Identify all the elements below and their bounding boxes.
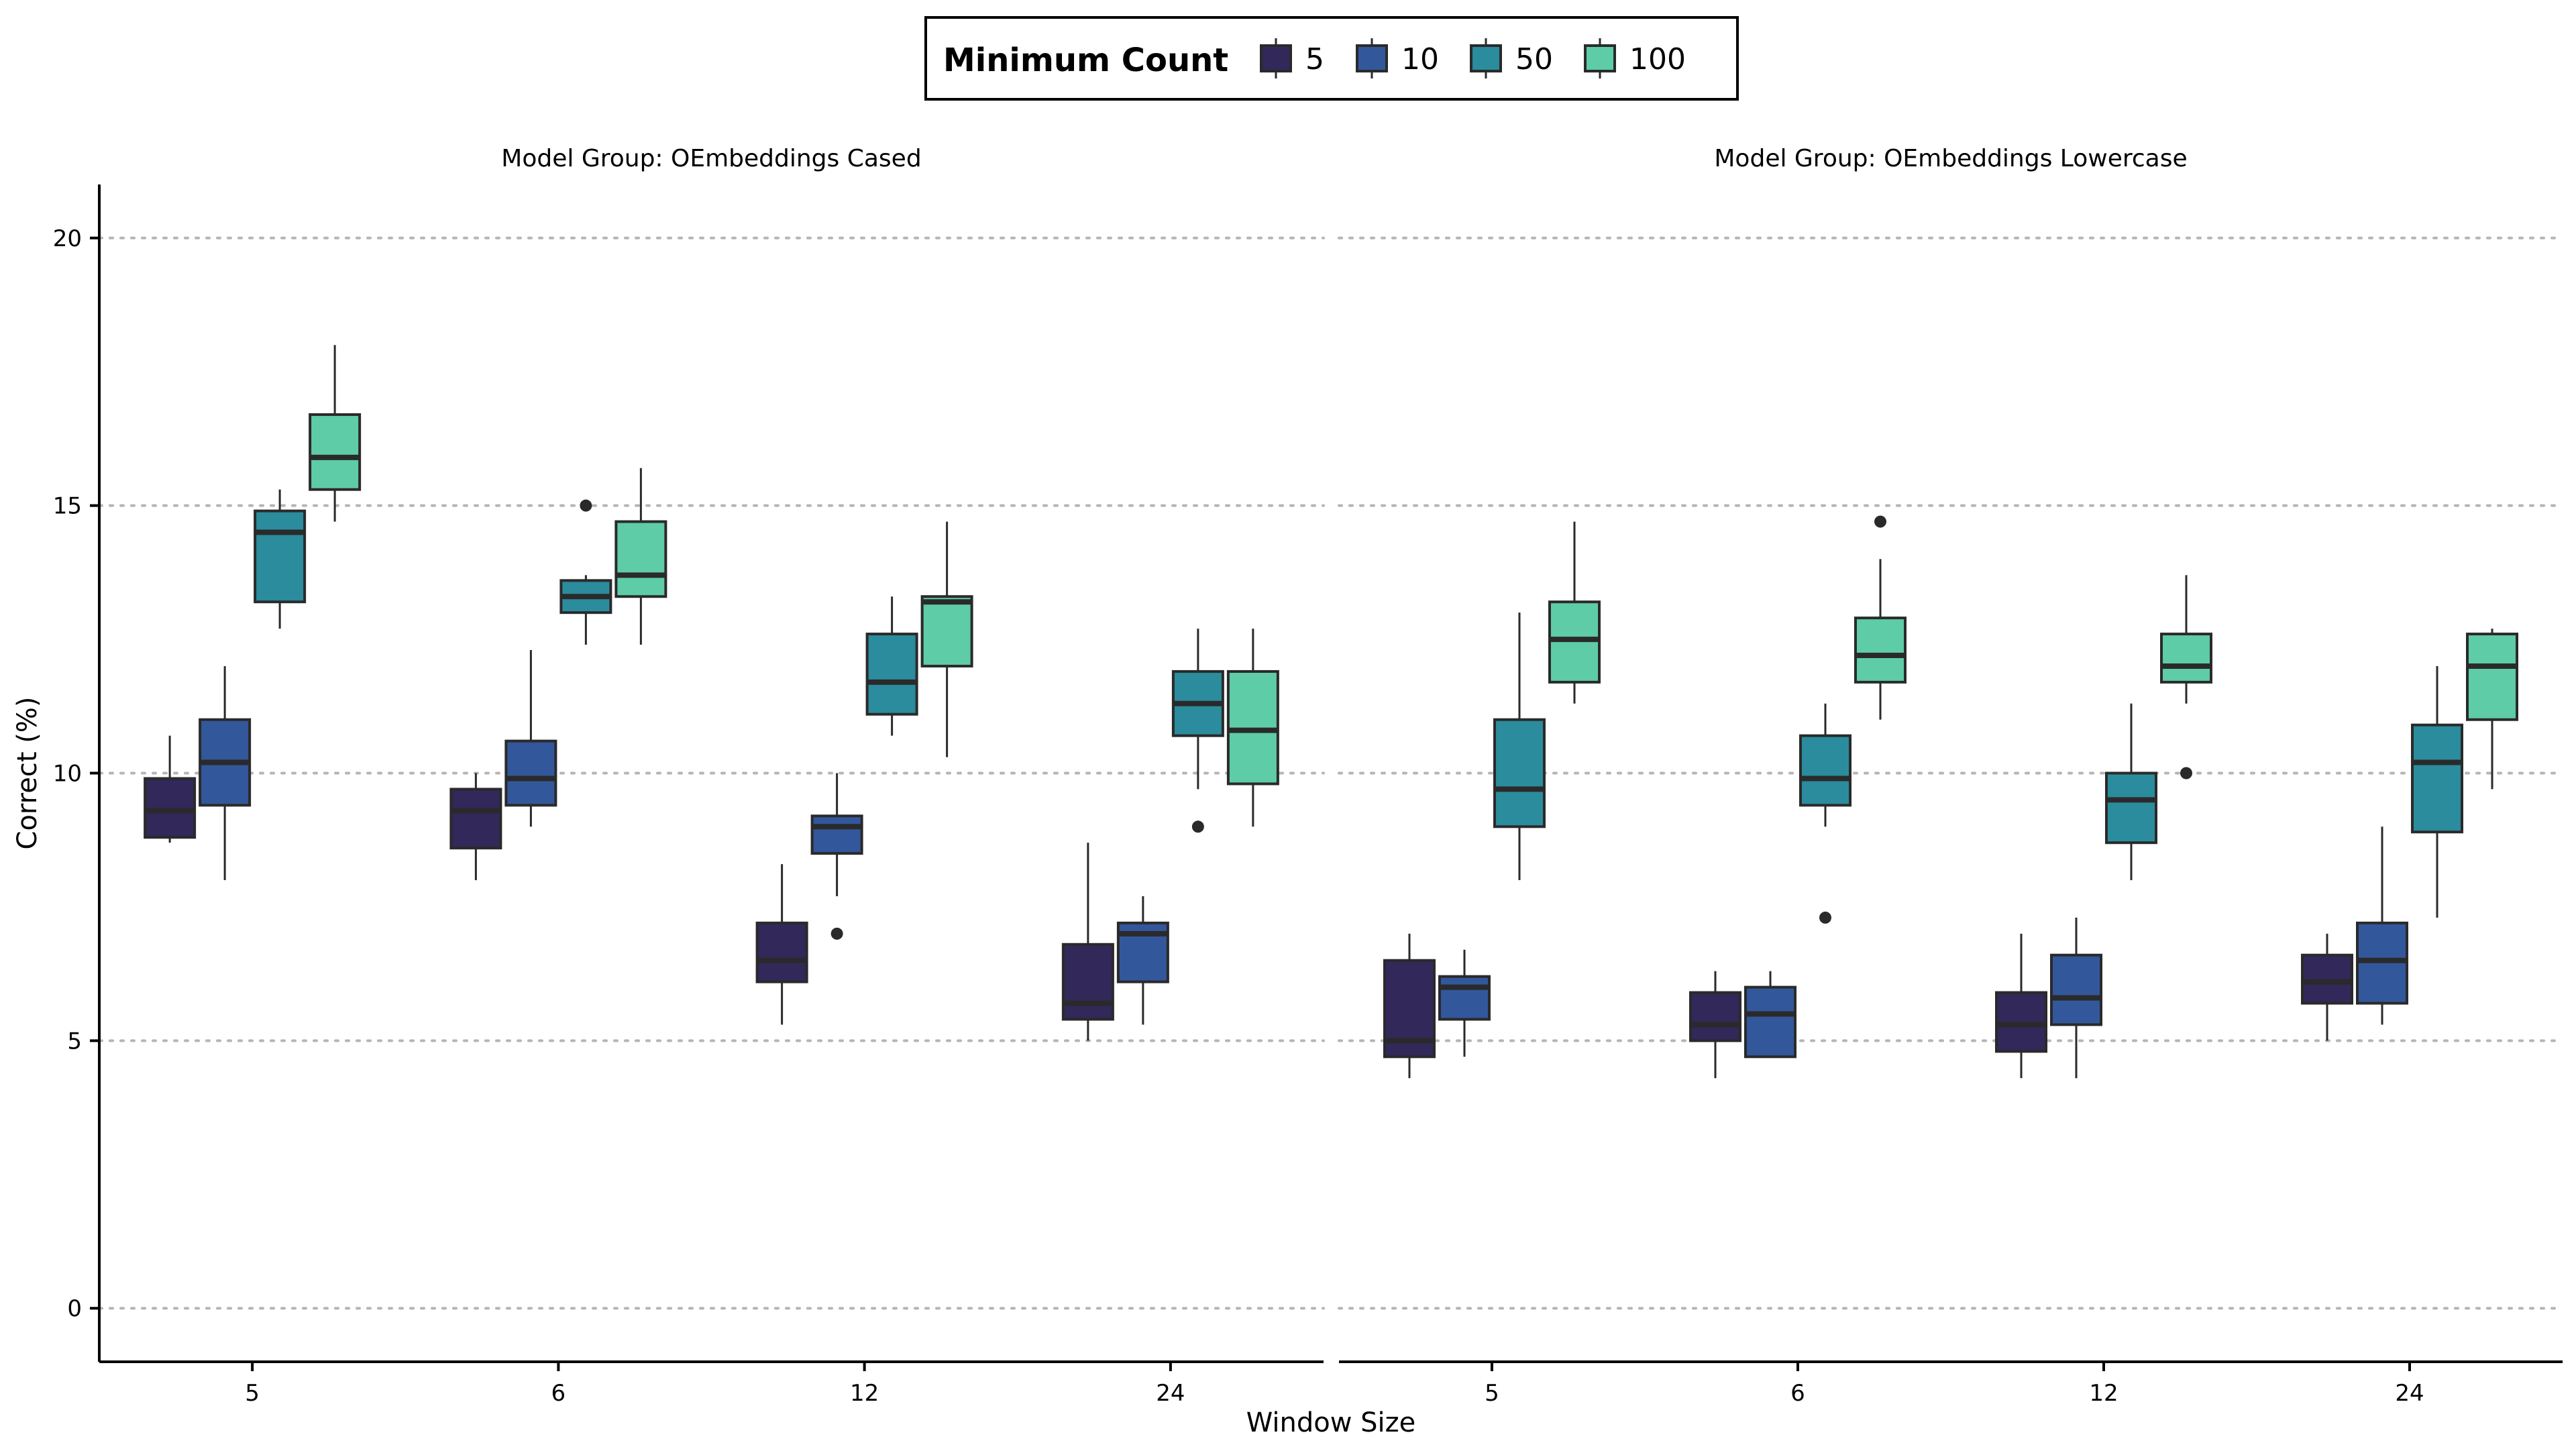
box-lowercase-w6-mc50 xyxy=(1799,703,1851,924)
x-tick-label: 5 xyxy=(245,1380,260,1407)
box-cased-w5-mc10 xyxy=(199,665,252,881)
box-lowercase-w5-mc10 xyxy=(1438,949,1491,1057)
box-body xyxy=(865,633,918,716)
box-cased-w24-mc10 xyxy=(1116,896,1169,1025)
box-lowercase-w5-mc100 xyxy=(1548,521,1601,704)
box-lowercase-w6-mc5 xyxy=(1689,971,1741,1079)
box-lowercase-w24-mc5 xyxy=(2301,933,2353,1041)
box-cased-w5-mc100 xyxy=(309,345,362,522)
legend-label: 5 xyxy=(1305,42,1324,76)
x-tick-label: 6 xyxy=(551,1380,566,1407)
box-body xyxy=(1744,985,1796,1059)
box-body xyxy=(309,413,362,491)
y-tick-label: 10 xyxy=(53,761,82,788)
box-lowercase-w24-mc100 xyxy=(2466,629,2518,790)
legend-key-box xyxy=(1260,44,1292,72)
box-cased-w12-mc100 xyxy=(920,521,973,757)
boxes-layer xyxy=(144,345,2518,1079)
legend-key-box xyxy=(1356,44,1388,72)
x-tick-label: 12 xyxy=(2089,1380,2118,1407)
outlier-point xyxy=(1191,820,1204,833)
y-tick-label: 0 xyxy=(67,1295,82,1322)
y-tick-label: 5 xyxy=(67,1028,82,1055)
outlier-point xyxy=(1819,911,1831,924)
box-body xyxy=(254,509,307,604)
y-tick-label: 15 xyxy=(53,493,82,520)
box-cased-w5-mc50 xyxy=(254,489,307,629)
box-body xyxy=(1799,734,1851,807)
box-lowercase-w12-mc50 xyxy=(2105,703,2157,881)
box-cased-w6-mc10 xyxy=(504,650,557,827)
outlier-point xyxy=(2180,767,2192,780)
legend-label: 100 xyxy=(1629,42,1686,76)
x-axis-title: Window Size xyxy=(1246,1407,1416,1438)
box-lowercase-w5-mc50 xyxy=(1493,612,1546,881)
box-lowercase-w6-mc100 xyxy=(1854,515,1907,720)
box-body xyxy=(2105,771,2157,845)
box-body xyxy=(2466,633,2518,721)
box-body xyxy=(810,814,863,855)
box-body xyxy=(1854,616,1907,684)
box-body xyxy=(1438,975,1491,1021)
box-body xyxy=(614,520,667,598)
legend-entry-50: 50 xyxy=(1470,38,1553,78)
legend-key-box xyxy=(1470,44,1502,72)
box-cased-w12-mc5 xyxy=(755,864,808,1025)
box-body xyxy=(449,788,502,850)
outlier-point xyxy=(580,499,592,512)
box-body xyxy=(2411,723,2463,834)
legend-entry-100: 100 xyxy=(1584,38,1686,78)
box-cased-w12-mc10 xyxy=(810,773,863,940)
facet-title-lowercase: Model Group: OEmbeddings Lowercase xyxy=(1714,145,2187,172)
box-cased-w6-mc100 xyxy=(614,468,667,645)
legend-entry-10: 10 xyxy=(1356,38,1439,78)
x-tick-label: 12 xyxy=(850,1380,879,1407)
box-lowercase-w12-mc10 xyxy=(2050,917,2102,1079)
box-lowercase-w6-mc10 xyxy=(1744,971,1796,1059)
box-cased-w6-mc5 xyxy=(449,773,502,881)
box-cased-w24-mc50 xyxy=(1171,629,1224,833)
grid-layer xyxy=(98,236,2564,1310)
legend-entry-5: 5 xyxy=(1260,38,1324,78)
box-cased-w5-mc5 xyxy=(144,735,197,843)
x-tick-label: 6 xyxy=(1790,1380,1805,1407)
legend-label: 10 xyxy=(1401,42,1439,76)
box-cased-w24-mc5 xyxy=(1061,843,1114,1041)
box-body xyxy=(2050,953,2102,1026)
box-lowercase-w12-mc100 xyxy=(2160,575,2212,780)
box-cased-w12-mc50 xyxy=(865,596,918,736)
box-cased-w24-mc100 xyxy=(1226,629,1279,827)
box-body xyxy=(1689,991,1741,1042)
box-lowercase-w5-mc5 xyxy=(1383,933,1436,1079)
legend-entries: 5 10 50 100 xyxy=(1260,38,1686,78)
axes-layer: 0 5 10 15 20 5 6 12 24 5 6 12 24 xyxy=(53,184,2563,1407)
legend-key-box xyxy=(1584,44,1616,72)
x-tick-label: 5 xyxy=(1485,1380,1499,1407)
box-lowercase-w24-mc10 xyxy=(2356,826,2408,1025)
outlier-point xyxy=(830,927,843,940)
x-tick-label: 24 xyxy=(1156,1380,1185,1407)
outlier-point xyxy=(1874,515,1886,528)
box-body xyxy=(1493,718,1546,828)
x-tick-label: 24 xyxy=(2395,1380,2424,1407)
y-tick-label: 20 xyxy=(53,225,82,252)
box-body xyxy=(1061,943,1114,1021)
legend-label: 50 xyxy=(1515,42,1553,76)
box-body xyxy=(2160,633,2212,684)
y-axis-title: Correct (%) xyxy=(12,697,43,850)
legend: Minimum Count 5 10 50 100 xyxy=(924,16,1739,101)
box-cased-w6-mc50 xyxy=(559,499,612,645)
legend-title: Minimum Count xyxy=(943,42,1228,79)
box-body xyxy=(755,921,808,983)
box-body xyxy=(504,739,557,807)
box-lowercase-w12-mc5 xyxy=(1995,933,2047,1079)
box-body xyxy=(920,595,973,667)
box-lowercase-w24-mc50 xyxy=(2411,665,2463,918)
facet-title-cased: Model Group: OEmbeddings Cased xyxy=(501,145,921,172)
